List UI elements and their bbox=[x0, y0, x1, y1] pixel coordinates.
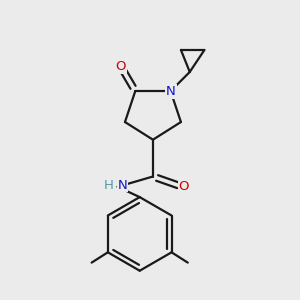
Text: O: O bbox=[115, 60, 126, 73]
Text: N: N bbox=[166, 85, 176, 98]
Text: H: H bbox=[103, 179, 113, 192]
Text: N: N bbox=[118, 179, 128, 192]
Text: O: O bbox=[178, 180, 189, 193]
